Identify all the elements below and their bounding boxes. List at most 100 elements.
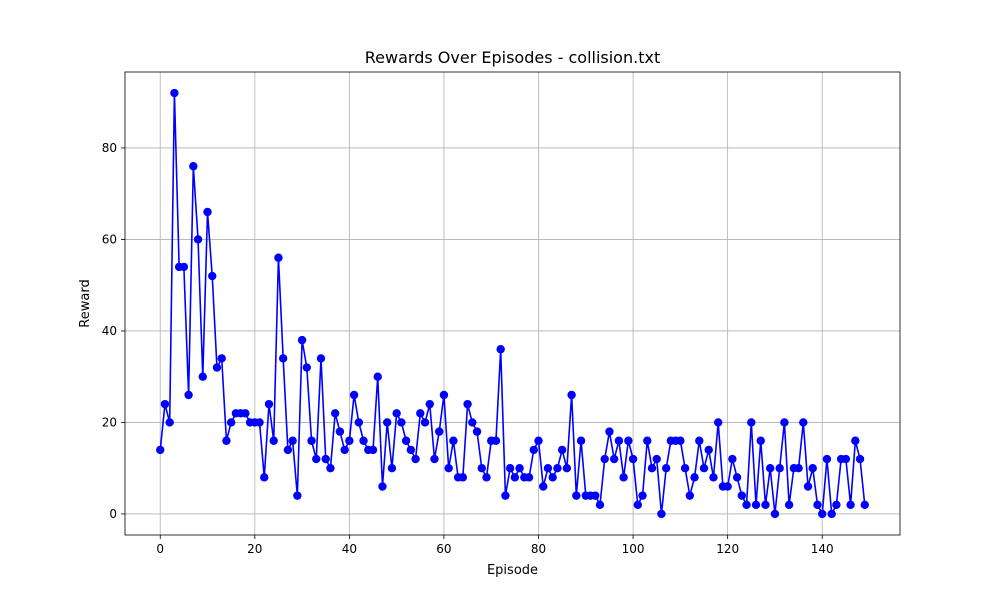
data-point bbox=[435, 427, 444, 436]
data-point bbox=[510, 473, 520, 482]
data-point bbox=[373, 372, 382, 381]
data-point bbox=[283, 445, 293, 455]
data-point bbox=[605, 427, 614, 436]
data-point bbox=[482, 473, 491, 482]
plot-frame bbox=[124, 71, 901, 536]
x-tick-label: 60 bbox=[436, 542, 451, 556]
x-tick-label: 40 bbox=[342, 542, 357, 556]
series-line bbox=[159, 92, 866, 515]
data-point bbox=[524, 473, 534, 482]
data-point bbox=[354, 418, 364, 427]
data-point bbox=[737, 491, 747, 500]
data-point bbox=[732, 473, 742, 482]
data-point bbox=[657, 509, 666, 519]
data-point bbox=[312, 454, 321, 464]
data-point bbox=[321, 454, 330, 464]
data-point bbox=[543, 464, 553, 473]
data-point bbox=[638, 491, 647, 500]
data-point bbox=[553, 464, 562, 473]
series-reward bbox=[156, 88, 869, 519]
y-tick-label: 0 bbox=[109, 507, 117, 521]
grid bbox=[125, 72, 900, 535]
data-point bbox=[378, 482, 387, 491]
data-point bbox=[576, 436, 586, 445]
x-tick-label: 120 bbox=[716, 542, 739, 556]
x-tick-label: 20 bbox=[247, 542, 262, 556]
data-point bbox=[260, 473, 269, 482]
data-point bbox=[643, 436, 652, 445]
data-point bbox=[784, 500, 794, 509]
data-point bbox=[572, 491, 581, 500]
data-point bbox=[307, 436, 316, 445]
data-point bbox=[165, 418, 174, 427]
data-point bbox=[699, 464, 709, 473]
data-point bbox=[661, 464, 671, 473]
data-point bbox=[799, 418, 808, 427]
data-point bbox=[515, 464, 524, 473]
data-point bbox=[600, 454, 609, 464]
data-point bbox=[624, 436, 633, 445]
data-point bbox=[595, 500, 605, 509]
data-point bbox=[288, 436, 297, 445]
data-point bbox=[728, 454, 737, 464]
data-point bbox=[562, 464, 572, 473]
data-point bbox=[496, 345, 505, 354]
data-point bbox=[808, 464, 817, 473]
chart-title: Rewards Over Episodes - collision.txt bbox=[365, 48, 660, 67]
data-point bbox=[302, 363, 312, 372]
data-point bbox=[548, 473, 557, 482]
data-point bbox=[567, 390, 576, 400]
data-point bbox=[652, 454, 661, 464]
data-point bbox=[614, 436, 624, 445]
x-tick-label: 140 bbox=[811, 542, 834, 556]
data-point bbox=[401, 436, 411, 445]
data-point bbox=[505, 464, 515, 473]
data-point bbox=[335, 427, 345, 436]
data-point bbox=[463, 399, 472, 409]
data-point bbox=[425, 399, 434, 409]
data-point bbox=[392, 409, 401, 418]
data-point bbox=[411, 454, 420, 464]
data-point bbox=[539, 482, 548, 491]
data-point bbox=[472, 427, 482, 436]
data-point bbox=[160, 399, 170, 409]
data-point bbox=[345, 436, 354, 445]
data-point bbox=[813, 500, 822, 509]
data-point bbox=[501, 491, 510, 500]
data-point bbox=[780, 418, 789, 427]
data-point bbox=[330, 409, 340, 418]
data-point bbox=[723, 482, 732, 491]
data-point bbox=[770, 509, 780, 519]
data-point bbox=[832, 500, 841, 509]
data-point bbox=[818, 509, 827, 519]
data-point bbox=[534, 436, 543, 445]
data-point bbox=[557, 445, 567, 455]
data-point bbox=[756, 436, 765, 445]
data-point bbox=[444, 464, 453, 473]
data-point bbox=[761, 500, 770, 509]
data-point bbox=[529, 445, 538, 455]
data-point bbox=[203, 207, 212, 217]
data-point bbox=[293, 491, 302, 500]
data-point bbox=[491, 436, 501, 445]
data-point bbox=[297, 335, 307, 345]
data-point bbox=[685, 491, 695, 500]
data-point bbox=[255, 418, 264, 427]
data-point bbox=[170, 88, 179, 98]
y-tick-label: 20 bbox=[102, 415, 117, 429]
data-point bbox=[217, 354, 226, 363]
data-point bbox=[189, 162, 198, 171]
y-axis-label: Reward bbox=[78, 279, 93, 327]
data-point bbox=[709, 473, 718, 482]
data-point bbox=[619, 473, 628, 482]
data-point bbox=[647, 464, 657, 473]
data-point bbox=[430, 454, 439, 464]
y-tick-label: 40 bbox=[102, 324, 117, 338]
data-point bbox=[477, 464, 486, 473]
data-point bbox=[766, 464, 775, 473]
data-point bbox=[179, 262, 189, 272]
data-point bbox=[458, 473, 468, 482]
y-tick-label: 80 bbox=[102, 141, 117, 155]
data-point bbox=[855, 454, 865, 464]
